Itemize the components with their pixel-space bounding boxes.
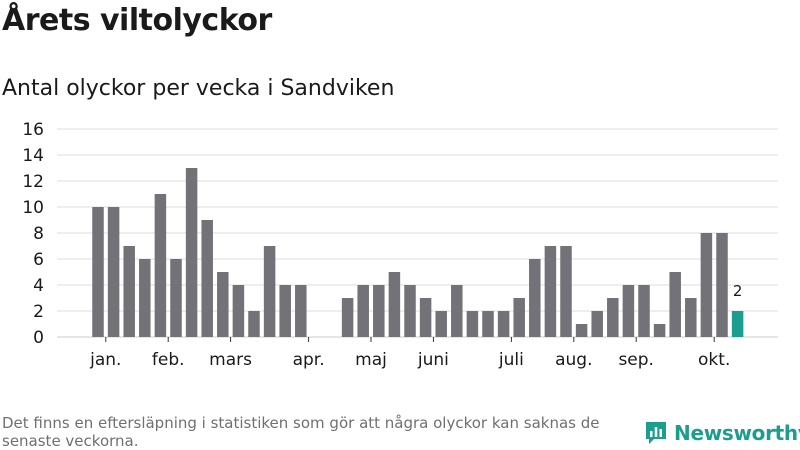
bar	[716, 233, 728, 337]
bar	[685, 298, 697, 337]
bar	[341, 298, 354, 337]
bar	[154, 194, 167, 337]
footnote: Det finns en eftersläpning i statistiken…	[2, 414, 600, 450]
y-tick-label: 4	[33, 276, 44, 296]
bar-chart: 0 2 4 6 8 10 12 14 16 2 jan. feb. mars apr. maj juni jul…	[22, 120, 778, 370]
bar	[232, 285, 245, 337]
bar	[513, 298, 525, 337]
y-tick-label: 2	[33, 302, 44, 322]
bar	[575, 324, 588, 337]
bar	[482, 311, 494, 337]
bar	[466, 311, 479, 337]
newsworthy-logo-icon	[646, 422, 666, 444]
bar	[295, 285, 307, 337]
bar	[248, 311, 260, 337]
x-tick-label: maj	[355, 350, 387, 370]
bar	[373, 285, 385, 337]
bar	[107, 207, 120, 337]
bar	[591, 311, 603, 337]
x-tick-label: okt.	[698, 350, 730, 370]
x-tick-label: mars	[209, 350, 252, 370]
data-label: 2	[733, 282, 743, 300]
brand-name: Newsworthy	[674, 421, 800, 445]
bar	[700, 233, 713, 337]
bar	[638, 285, 650, 337]
bar	[92, 207, 104, 337]
bar	[544, 246, 557, 337]
bar	[123, 246, 135, 337]
bar	[357, 285, 369, 337]
bar	[607, 298, 619, 337]
bar	[388, 272, 401, 337]
y-tick-label: 14	[22, 146, 44, 166]
bar	[419, 298, 432, 337]
bar	[435, 311, 447, 337]
x-tick-label: apr.	[293, 350, 325, 370]
y-tick-label: 12	[22, 172, 44, 192]
x-tick-label: juli	[498, 350, 524, 370]
bar	[185, 168, 198, 337]
chart-title: Årets viltolyckor	[2, 3, 272, 38]
bar	[560, 246, 572, 337]
brand-logo: Newsworthy	[644, 420, 800, 446]
y-tick-label: 10	[22, 198, 44, 218]
y-tick-label: 8	[33, 224, 44, 244]
y-tick-label: 16	[22, 120, 44, 140]
x-tick-label: aug.	[555, 350, 592, 370]
chart-subtitle: Antal olyckor per vecka i Sandviken	[2, 76, 395, 101]
bar	[529, 259, 541, 337]
y-tick-label: 6	[33, 250, 44, 270]
bar	[404, 285, 416, 337]
bar	[279, 285, 291, 337]
bar	[170, 259, 182, 337]
bar-highlight	[731, 311, 744, 337]
x-tick-label: sep.	[618, 350, 654, 370]
bar	[217, 272, 229, 337]
bar	[263, 246, 276, 337]
bar	[669, 272, 681, 337]
x-tick-label: feb.	[152, 350, 185, 370]
bar	[622, 285, 635, 337]
bar	[139, 259, 151, 337]
bar	[201, 220, 213, 337]
x-tick-label: jan.	[89, 350, 121, 370]
bar	[451, 285, 463, 337]
x-tick-label: juni	[417, 350, 449, 370]
bar	[497, 311, 510, 337]
bar	[653, 324, 666, 337]
y-tick-label: 0	[33, 328, 44, 348]
